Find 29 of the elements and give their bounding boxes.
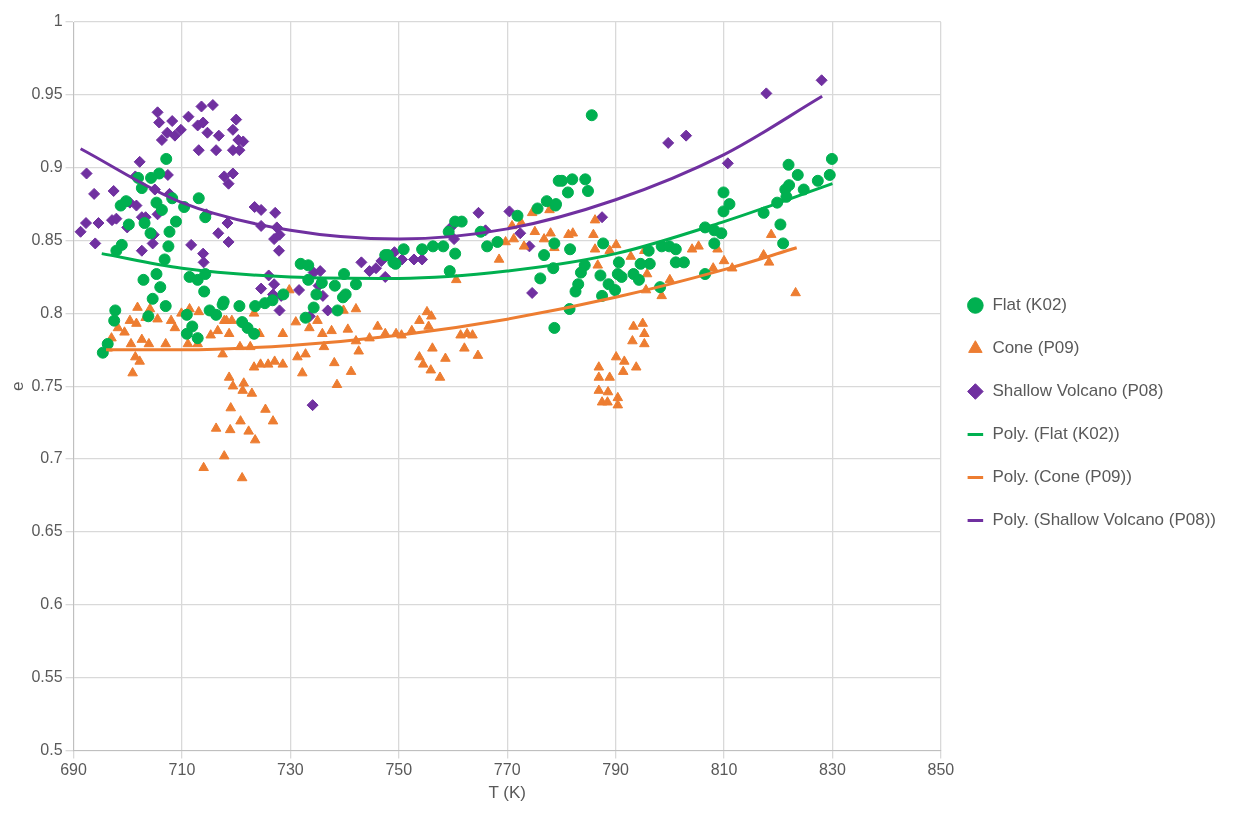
x-tick-label: 810 [710, 761, 738, 779]
legend-label: Poly. (Cone (P09)) [992, 467, 1132, 487]
legend-label: Poly. (Flat (K02)) [992, 424, 1120, 444]
x-tick-label: 770 [493, 761, 521, 779]
x-tick-label: 690 [60, 761, 87, 779]
y-tick-label: 0.6 [40, 595, 63, 613]
y-tick-label: 0.85 [31, 230, 63, 248]
legend-label: Shallow Volcano (P08) [992, 381, 1164, 401]
y-tick-label: 0.7 [40, 449, 63, 467]
x-tick-label: 790 [602, 761, 630, 779]
y-tick-label: 0.8 [40, 303, 63, 321]
legend-label: Flat (K02) [992, 295, 1068, 315]
x-tick-label: 830 [819, 761, 846, 779]
x-tick-label: 850 [927, 761, 955, 779]
x-tick-label: 710 [168, 761, 196, 779]
y-tick-label: 0.95 [31, 85, 63, 103]
y-tick-label: 0.55 [31, 667, 63, 685]
x-tick-label: 730 [277, 761, 304, 779]
y-tick-label: 0.75 [31, 376, 63, 394]
y-tick-label: 0.5 [40, 740, 63, 758]
y-tick-label: 1 [53, 12, 63, 30]
y-tick-label: 0.9 [40, 158, 63, 176]
x-tick-label: 750 [385, 761, 413, 779]
y-axis-title: e [7, 381, 27, 391]
y-tick-label: 0.65 [31, 522, 63, 540]
legend-label: Cone (P09) [992, 338, 1080, 358]
legend-label: Poly. (Shallow Volcano (P08)) [992, 510, 1216, 530]
x-axis-title: T (K) [488, 783, 526, 803]
line-series [79, 94, 824, 241]
